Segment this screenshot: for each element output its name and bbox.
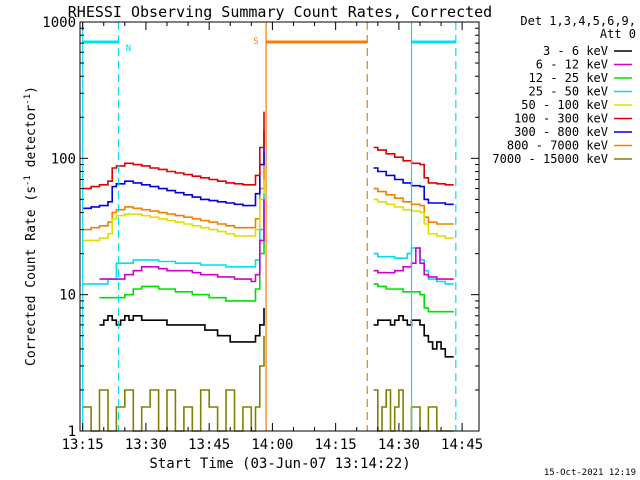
series-line-8-segment-1 (373, 389, 454, 432)
x-tick-label-1: 13:30 (125, 437, 167, 453)
legend-label-4: 50 - 100 keV (521, 98, 608, 112)
legend-label-7: 800 - 7000 keV (507, 139, 608, 153)
legend-label-2: 12 - 25 keV (529, 71, 608, 85)
legend-label-3: 25 - 50 keV (529, 85, 608, 99)
series-line-1-segment-0 (99, 199, 265, 283)
series-line-4-segment-0 (82, 179, 265, 242)
x-axis-label: Start Time (03-Jun-07 13:14:22) (149, 456, 410, 472)
series-line-0-segment-0 (99, 307, 265, 343)
series-line-8-segment-0 (82, 335, 265, 432)
y-tick-label-2: 100 (51, 151, 76, 167)
series-line-7-segment-0 (82, 152, 265, 231)
y-axis-label: Corrected Count Rate (s-1 detector-1) (23, 86, 39, 366)
axes: 13:15 13:30 13:45 14:00 14:15 14:30 14:45 1 10 10… (42, 15, 483, 453)
legend-header-line1: Det 1,3,4,5,6,9, (520, 14, 636, 28)
legend-label-8: 7000 - 15000 keV (492, 152, 608, 166)
y-tick-label-1: 10 (59, 288, 76, 304)
chart-title: RHESSI Observing Summary Count Rates, Co… (68, 3, 492, 21)
x-tick-label-3: 14:00 (251, 437, 293, 453)
y-axis-label-sup1: -1 (23, 175, 33, 186)
flag-label-0: N (126, 44, 131, 54)
x-tick-label-0: 13:15 (62, 437, 104, 453)
legend-label-0: 3 - 6 keV (543, 44, 608, 58)
series-line-2-segment-0 (99, 205, 265, 302)
y-axis-label-end: ) (24, 86, 39, 94)
series-line-7-segment-1 (373, 187, 454, 225)
series-line-2-segment-1 (373, 283, 454, 313)
date-stamp: 15-Oct-2021 12:19 (544, 468, 636, 478)
x-tick-label-6: 14:45 (441, 437, 483, 453)
legend-header-line2: Att 0 (600, 27, 636, 41)
series-line-6-segment-0 (82, 130, 265, 210)
x-tick-label-4: 14:15 (315, 437, 357, 453)
series-line-5-segment-1 (373, 146, 454, 186)
legend-label-6: 300 - 800 keV (514, 125, 608, 139)
series-line-4-segment-1 (373, 198, 454, 239)
y-axis-label-text: Corrected Count Rate (s (24, 186, 39, 366)
y-tick-label-0: 1 (68, 424, 76, 440)
plot-marks: NS (82, 22, 457, 432)
series-line-3-segment-0 (82, 193, 265, 285)
y-tick-label-3: 1000 (42, 15, 76, 31)
flag-label-1: S (253, 37, 258, 47)
y-axis-label-sup2: -1 (23, 94, 33, 105)
x-tick-label-2: 13:45 (188, 437, 230, 453)
series-line-0-segment-1 (373, 315, 454, 358)
x-tick-label-5: 14:30 (378, 437, 420, 453)
series-line-1-segment-1 (373, 247, 454, 280)
legend-label-5: 100 - 300 keV (514, 112, 608, 126)
plot-frame (79, 21, 480, 432)
legend-label-1: 6 - 12 keV (536, 58, 608, 72)
series-line-5-segment-0 (82, 111, 265, 190)
series-line-6-segment-1 (373, 167, 454, 206)
y-axis-label-mid: detector (24, 105, 39, 176)
